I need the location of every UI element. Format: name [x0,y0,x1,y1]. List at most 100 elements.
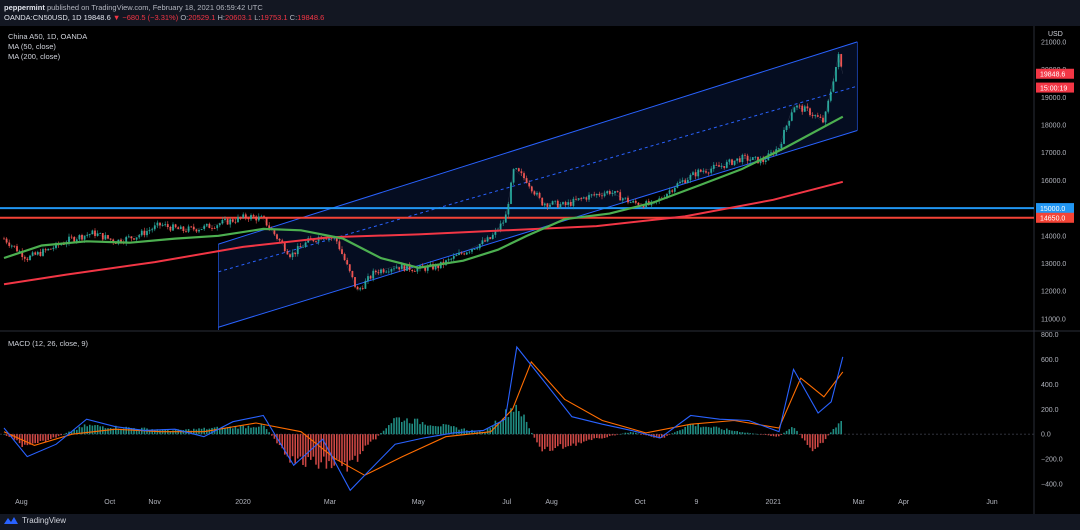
macd-histogram-bar [668,434,671,435]
macd-histogram-bar [297,434,299,459]
candle-body [377,272,380,274]
candle-body [556,200,559,208]
chart-canvas[interactable]: USD 11000.0 12000.0 13000.0 14000.0 15000.0 16… [0,26,1080,514]
macd-histogram-bar [250,427,252,435]
candle-body [564,202,567,205]
macd-histogram-bar [793,428,796,435]
macd-histogram-bar [484,431,486,435]
candle-body [250,215,252,220]
candle-body [840,54,843,67]
candle-body [549,204,551,207]
tradingview-logo[interactable]: TradingView [4,516,66,525]
macd-histogram-bar [273,434,276,439]
candle-body [806,106,809,109]
macd-histogram-bar [471,429,473,435]
candle-body [315,241,317,242]
macd-signal-line[interactable] [3,360,844,476]
macd-histogram-bar [525,421,528,435]
macd-histogram-bar [718,427,720,435]
candle-body [793,107,796,113]
macd-histogram-bar [661,434,663,438]
candle-body [684,180,687,184]
macd-histogram-bar [590,434,593,441]
ma200-line[interactable] [3,180,844,286]
macd-histogram-bar [499,421,502,435]
candle-body [642,205,645,208]
macd-histogram-bar [294,434,296,464]
macd-histogram-bar [518,411,520,435]
macd-histogram-bar [757,434,759,435]
channel-upper-line[interactable] [218,41,858,245]
price-change: ▼ −680.5 (−3.31%) [112,13,179,22]
channel-mid-line[interactable] [218,85,858,273]
macd-histogram-bar [219,429,221,435]
macd-histogram-bar [507,417,510,435]
candle-body [47,248,50,251]
macd-histogram-bar [271,434,273,436]
macd-histogram-bar [359,434,361,455]
price-badge[interactable] [1036,212,1074,223]
macd-histogram-bar [442,423,445,435]
macd-histogram-bar [310,434,312,460]
ma50-legend[interactable]: MA (50, close) [8,42,56,51]
macd-histogram-bar [512,411,515,435]
candle-body [484,240,486,242]
candle-body [476,248,479,250]
price-badge[interactable] [1036,68,1074,79]
macd-legend[interactable]: MACD (12, 26, close, 9) [8,339,89,348]
price-badge[interactable] [1036,82,1074,93]
macd-histogram-bar [208,428,211,435]
candle-body [598,194,601,196]
chart-frame[interactable]: USD 11000.0 12000.0 13000.0 14000.0 15000.0 16… [0,26,1080,514]
candle-body [621,198,624,201]
macd-histogram-bar [260,423,263,435]
macd-histogram-bar [453,426,455,435]
candle-body [91,230,94,235]
macd-histogram-bar [31,434,34,444]
candle-body [520,171,523,174]
candle-body [195,229,198,232]
macd-histogram-bar [5,434,8,436]
macd-histogram-bar [759,434,762,435]
price-close-line[interactable] [3,55,843,292]
candle-body [351,270,354,278]
price-badge[interactable] [1036,203,1074,214]
macd-histogram-bar [380,432,382,435]
macd-histogram-bar [687,424,689,435]
macd-histogram-bar [265,429,268,435]
macd-histogram-bar [832,428,835,435]
y-tick-label: 12000.0 [1041,289,1066,296]
macd-histogram-bar [679,430,681,435]
macd-histogram-bar [414,418,416,435]
macd-histogram-bar [676,431,679,435]
candle-body [491,234,494,239]
candle-body [705,171,707,173]
macd-line[interactable] [3,345,844,492]
low-value: 19753.1 [260,13,288,22]
macd-histogram-bar [68,431,70,435]
ma200-legend[interactable]: MA (200, close) [8,52,61,61]
macd-histogram-bar [125,426,127,435]
candle-body [725,161,728,168]
macd-histogram-bar [70,431,73,435]
instrument-legend[interactable]: China A50, 1D, OANDA [8,32,88,41]
macd-histogram-bar [728,430,731,435]
candle-body [185,230,187,232]
macd-histogram-bar [772,434,775,437]
macd-histogram-bar [328,434,330,462]
candle-body [832,81,835,92]
candle-body [679,181,681,184]
macd-histogram-bar [247,425,250,435]
candle-body [611,193,614,194]
candle-body [302,246,304,248]
macd-histogram-bar [60,434,62,436]
author-name[interactable]: peppermint [4,3,45,12]
candle-body [81,234,83,240]
candle-body [234,221,237,223]
macd-histogram-bar [315,434,317,465]
ma50-line[interactable] [3,115,844,269]
macd-histogram-bar [377,434,380,436]
macd-histogram-bar [89,424,91,435]
macd-histogram-bar [388,425,390,435]
candle-body [681,180,684,182]
